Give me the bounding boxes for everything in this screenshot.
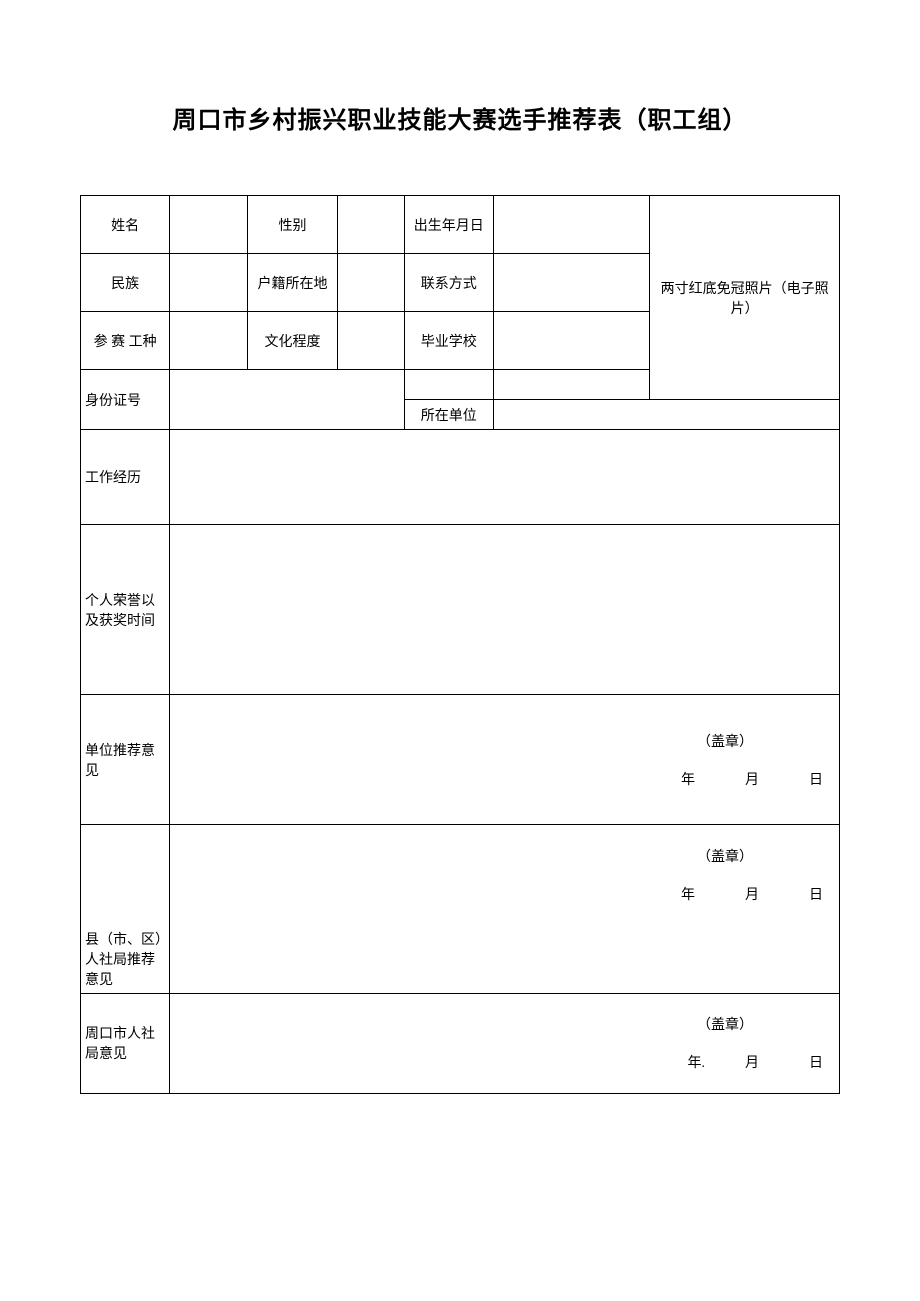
value-education[interactable] [337,312,404,370]
date-line-3: 年.月日 [665,1052,823,1072]
value-idno[interactable] [170,370,404,430]
label-honors: 个人荣誉以及获奖时间 [81,525,170,695]
value-rec-city[interactable]: （盖章） 年.月日 [170,993,840,1093]
label-residence: 户籍所在地 [248,254,337,312]
label-gender: 性别 [248,196,337,254]
value-category[interactable] [170,312,248,370]
page-title: 周口市乡村振兴职业技能大赛选手推荐表（职工组） [80,100,840,135]
label-rec-county-top [81,825,170,925]
label-dob: 出生年月日 [404,196,493,254]
label-ethnic: 民族 [81,254,170,312]
spacer-cell [404,370,493,400]
seal-text-1: （盖章） [697,731,823,751]
value-name[interactable] [170,196,248,254]
label-name: 姓名 [81,196,170,254]
spacer-cell-2 [493,370,649,400]
label-rec-city: 周口市人社局意见 [81,993,170,1093]
date-line-2: 年月日 [655,884,823,904]
value-workexp[interactable] [170,430,840,525]
date-line-1: 年月日 [655,769,823,789]
label-rec-unit: 单位推荐意见 [81,695,170,825]
value-rec-county-bottom [170,925,840,994]
label-idno: 身份证号 [81,370,170,430]
value-honors[interactable] [170,525,840,695]
value-ethnic[interactable] [170,254,248,312]
value-gender[interactable] [337,196,404,254]
label-education: 文化程度 [248,312,337,370]
value-unit[interactable] [493,400,839,430]
seal-text-2: （盖章） [697,846,823,866]
value-rec-unit[interactable]: （盖章） 年月日 [170,695,840,825]
photo-area[interactable]: 两寸红底免冠照片（电子照片） [650,196,840,400]
label-workexp: 工作经历 [81,430,170,525]
value-rec-county[interactable]: （盖章） 年月日 [170,825,840,925]
label-contact: 联系方式 [404,254,493,312]
value-residence[interactable] [337,254,404,312]
label-school: 毕业学校 [404,312,493,370]
label-category: 参 赛 工种 [81,312,170,370]
form-table: 姓名 性别 出生年月日 两寸红底免冠照片（电子照片） 民族 户籍所在地 联系方式… [80,195,840,1094]
value-dob[interactable] [493,196,649,254]
seal-text-3: （盖章） [697,1014,823,1034]
label-unit: 所在单位 [404,400,493,430]
label-rec-county: 县（市、区）人社局推荐意见 [81,925,170,994]
value-contact[interactable] [493,254,649,312]
value-school[interactable] [493,312,649,370]
